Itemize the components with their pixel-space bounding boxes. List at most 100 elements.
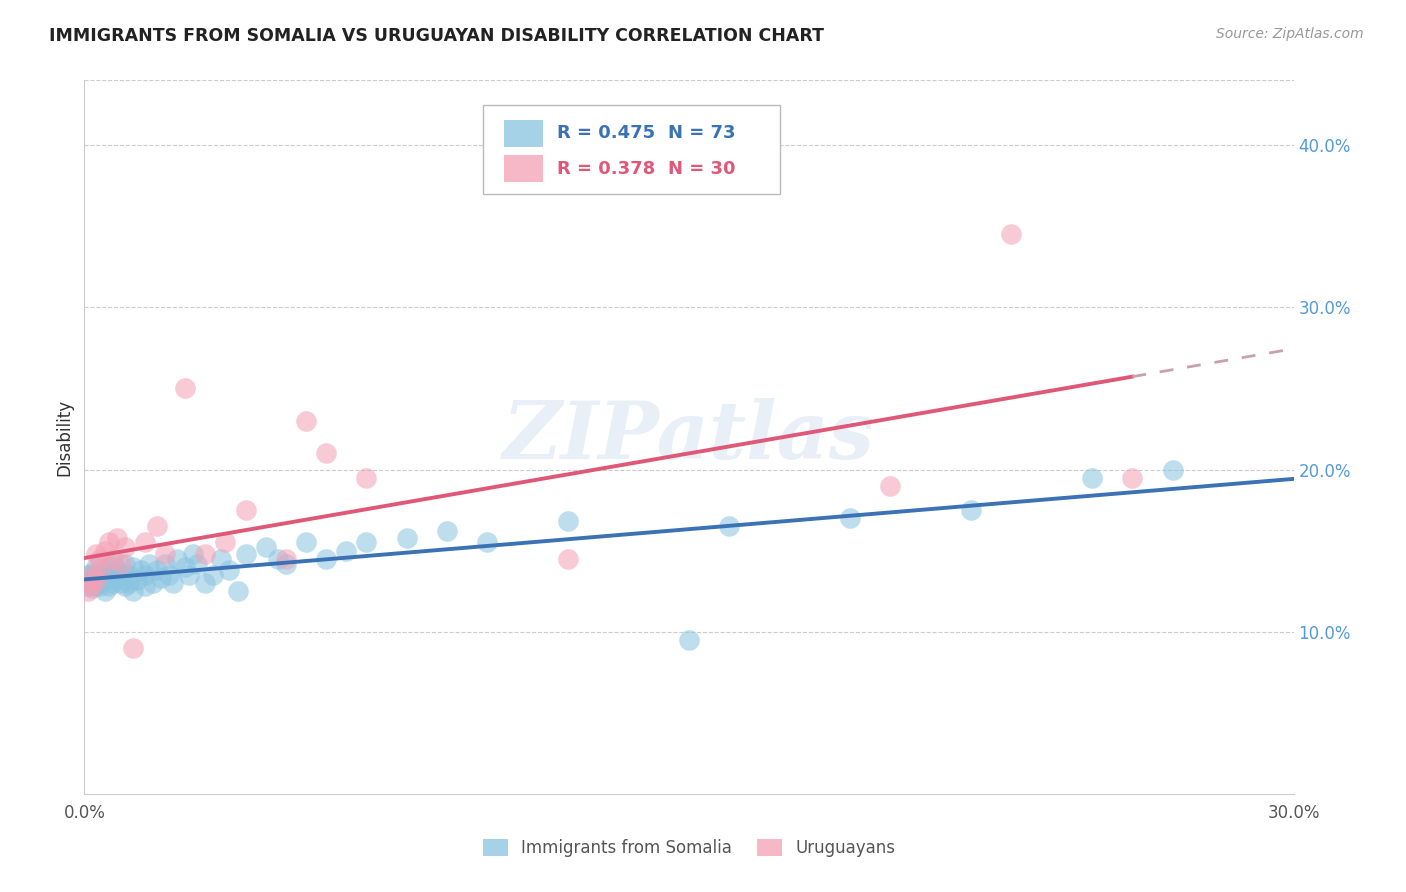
Point bbox=[174, 559, 197, 574]
Point bbox=[1161, 462, 1184, 476]
Point bbox=[295, 414, 318, 428]
Point bbox=[93, 574, 115, 589]
Point bbox=[89, 571, 111, 585]
Point bbox=[77, 576, 100, 591]
Text: ZIPatlas: ZIPatlas bbox=[503, 399, 875, 475]
Point bbox=[477, 535, 499, 549]
Point bbox=[93, 543, 115, 558]
Point bbox=[436, 524, 458, 538]
Point bbox=[166, 551, 188, 566]
Text: N = 73: N = 73 bbox=[668, 124, 735, 142]
Point bbox=[218, 563, 240, 577]
Point bbox=[82, 579, 104, 593]
Point bbox=[121, 559, 143, 574]
Point bbox=[82, 568, 104, 582]
Point bbox=[89, 579, 111, 593]
Point bbox=[97, 571, 120, 585]
Point bbox=[235, 503, 257, 517]
Point bbox=[149, 571, 172, 585]
Point bbox=[153, 557, 176, 571]
Point bbox=[93, 584, 115, 599]
Point bbox=[82, 581, 104, 595]
Point bbox=[114, 541, 136, 555]
Point bbox=[186, 557, 208, 571]
Point bbox=[89, 576, 111, 591]
Point bbox=[174, 381, 197, 395]
Point bbox=[879, 479, 901, 493]
Point bbox=[97, 535, 120, 549]
Point bbox=[267, 551, 290, 566]
Point bbox=[395, 531, 418, 545]
Point bbox=[134, 535, 156, 549]
Point bbox=[89, 563, 111, 577]
Point bbox=[254, 541, 277, 555]
Point bbox=[121, 640, 143, 655]
Point bbox=[1081, 470, 1104, 484]
Point bbox=[105, 531, 128, 545]
Point bbox=[118, 576, 141, 591]
Point bbox=[142, 576, 165, 591]
Point bbox=[110, 568, 132, 582]
Point bbox=[105, 571, 128, 585]
Point bbox=[557, 551, 579, 566]
Point bbox=[356, 470, 378, 484]
Point bbox=[153, 547, 176, 561]
Point bbox=[110, 557, 132, 571]
Point bbox=[226, 584, 249, 599]
Point bbox=[77, 568, 100, 582]
Text: N = 30: N = 30 bbox=[668, 160, 735, 178]
Point bbox=[114, 579, 136, 593]
Text: R = 0.475: R = 0.475 bbox=[557, 124, 655, 142]
Point bbox=[194, 576, 217, 591]
Point bbox=[89, 568, 111, 582]
Point bbox=[960, 503, 983, 517]
Point bbox=[101, 557, 124, 571]
Text: R = 0.378: R = 0.378 bbox=[557, 160, 655, 178]
Point bbox=[129, 563, 152, 577]
Point bbox=[86, 559, 108, 574]
FancyBboxPatch shape bbox=[503, 120, 543, 146]
Point bbox=[1121, 470, 1143, 484]
Point bbox=[77, 579, 100, 593]
Point bbox=[82, 576, 104, 591]
Point bbox=[86, 573, 108, 587]
Point bbox=[335, 543, 357, 558]
Point bbox=[678, 632, 700, 647]
Point bbox=[557, 515, 579, 529]
Point bbox=[839, 511, 862, 525]
Text: Source: ZipAtlas.com: Source: ZipAtlas.com bbox=[1216, 27, 1364, 41]
Legend: Immigrants from Somalia, Uruguayans: Immigrants from Somalia, Uruguayans bbox=[482, 838, 896, 857]
Point bbox=[86, 579, 108, 593]
Point bbox=[86, 547, 108, 561]
Point bbox=[93, 563, 115, 577]
Point bbox=[146, 563, 169, 577]
Point bbox=[209, 551, 232, 566]
Point bbox=[1000, 227, 1022, 242]
Point bbox=[82, 571, 104, 585]
Point bbox=[274, 557, 297, 571]
Point bbox=[295, 535, 318, 549]
Point bbox=[134, 579, 156, 593]
Point bbox=[181, 547, 204, 561]
Text: IMMIGRANTS FROM SOMALIA VS URUGUAYAN DISABILITY CORRELATION CHART: IMMIGRANTS FROM SOMALIA VS URUGUAYAN DIS… bbox=[49, 27, 824, 45]
Point bbox=[118, 568, 141, 582]
Point bbox=[82, 566, 104, 581]
Point bbox=[315, 446, 337, 460]
Point bbox=[134, 568, 156, 582]
Point bbox=[77, 584, 100, 599]
Point bbox=[77, 576, 100, 591]
Point bbox=[235, 547, 257, 561]
Point bbox=[125, 573, 148, 587]
FancyBboxPatch shape bbox=[484, 105, 780, 194]
Point bbox=[105, 563, 128, 577]
Point bbox=[194, 547, 217, 561]
Point bbox=[214, 535, 236, 549]
Point bbox=[101, 551, 124, 566]
Point bbox=[718, 519, 741, 533]
Point bbox=[101, 568, 124, 582]
Point bbox=[121, 584, 143, 599]
Point bbox=[97, 559, 120, 574]
Point bbox=[110, 576, 132, 591]
Point bbox=[138, 557, 160, 571]
Point bbox=[146, 519, 169, 533]
